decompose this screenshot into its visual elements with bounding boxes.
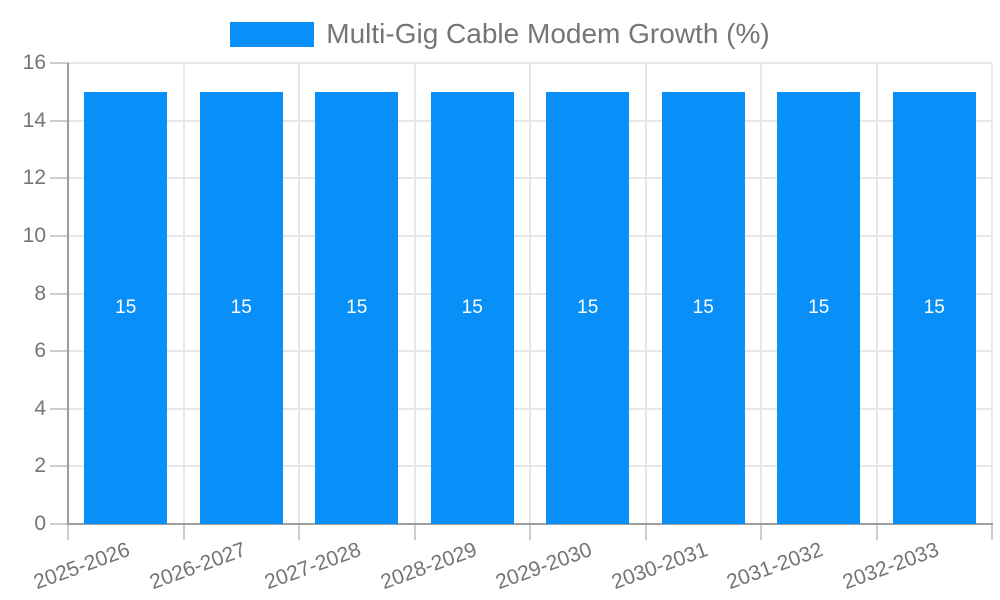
x-tick-label: 2029-2030 <box>493 538 596 595</box>
x-tick-label: 2030-2031 <box>608 538 711 595</box>
bar[interactable] <box>199 91 283 524</box>
y-tick-label: 16 <box>22 51 46 74</box>
x-tick-mark <box>991 524 993 540</box>
y-tick-label: 6 <box>34 339 46 363</box>
y-tick-label: 12 <box>22 166 46 190</box>
bar-value-label: 15 <box>230 296 252 318</box>
x-tick-mark <box>875 524 878 540</box>
x-tick-mark <box>760 524 762 540</box>
x-tick-mark <box>529 524 531 540</box>
bar-value-label: 15 <box>577 296 599 318</box>
bar-value-label: 15 <box>923 296 945 318</box>
x-tick-label: 2032-2033 <box>839 538 942 595</box>
y-tick-mark <box>50 465 68 468</box>
x-tick-mark <box>413 524 416 540</box>
y-tick-label: 2 <box>34 454 46 478</box>
bar[interactable] <box>661 91 745 524</box>
bar-value-label: 15 <box>808 296 830 318</box>
bar-value-label: 15 <box>461 296 483 318</box>
legend-swatch-icon <box>230 21 315 47</box>
y-tick-mark <box>50 177 68 180</box>
x-tick-label: 2026-2027 <box>146 538 249 595</box>
y-tick-mark <box>50 407 68 410</box>
x-tick-label: 2025-2026 <box>31 538 134 595</box>
v-gridline <box>529 63 531 524</box>
v-gridline <box>298 63 300 524</box>
y-tick-label: 10 <box>22 223 46 247</box>
y-tick-mark <box>50 234 68 237</box>
y-tick-label: 4 <box>34 396 46 420</box>
legend: Multi-Gig Cable Modem Growth (%) <box>0 19 1000 49</box>
x-tick-label: 2031-2032 <box>724 538 827 595</box>
legend-label: Multi-Gig Cable Modem Growth (%) <box>326 18 770 49</box>
v-gridline <box>875 63 878 524</box>
bar-value-label: 15 <box>346 296 368 318</box>
y-tick-label: 14 <box>22 108 46 132</box>
v-gridline <box>182 63 185 524</box>
x-tick-label: 2027-2028 <box>262 538 365 595</box>
v-gridline <box>644 63 647 524</box>
y-axis-line <box>67 63 69 524</box>
y-tick-mark <box>50 350 68 353</box>
x-tick-mark <box>644 524 647 540</box>
x-tick-mark <box>182 524 185 540</box>
bar-value-label: 15 <box>692 296 714 318</box>
legend-item[interactable]: Multi-Gig Cable Modem Growth (%) <box>230 18 770 49</box>
x-tick-mark <box>298 524 300 540</box>
bar-value-label: 15 <box>115 296 137 318</box>
y-tick-label: 8 <box>34 281 46 305</box>
bar[interactable] <box>315 91 399 524</box>
y-tick-mark <box>50 523 68 525</box>
y-tick-mark <box>50 119 68 122</box>
bar[interactable] <box>777 91 861 524</box>
v-gridline <box>991 63 993 524</box>
y-tick-mark <box>50 292 68 295</box>
v-gridline <box>760 63 762 524</box>
x-tick-label: 2028-2029 <box>377 538 480 595</box>
y-tick-mark <box>50 62 68 64</box>
bar[interactable] <box>892 91 976 524</box>
x-axis-line <box>67 523 993 525</box>
x-tick-mark <box>67 524 69 540</box>
bar[interactable] <box>430 91 514 524</box>
v-gridline <box>413 63 416 524</box>
y-tick-label: 0 <box>34 512 46 535</box>
bar[interactable] <box>84 91 168 524</box>
bar[interactable] <box>546 91 630 524</box>
